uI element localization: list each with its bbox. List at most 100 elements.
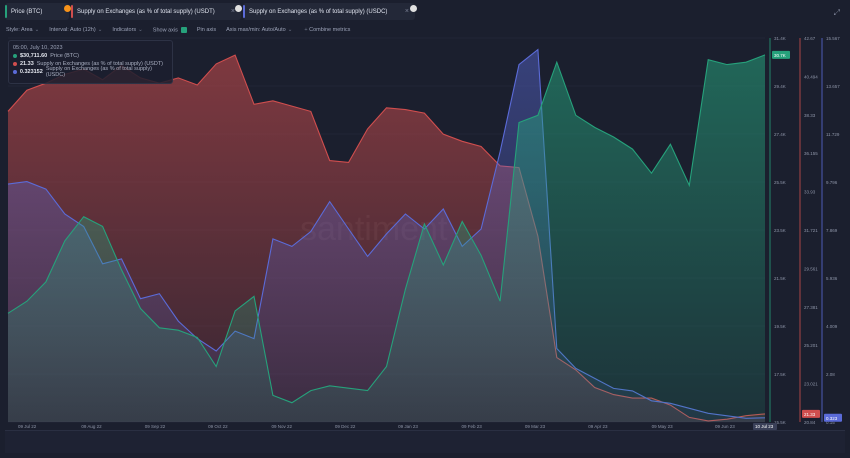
axis-tick-label: 9.796 bbox=[826, 180, 838, 185]
legend-date: 05:00, July 10, 2023 bbox=[13, 45, 63, 51]
current-value-label: 30.7K bbox=[774, 53, 786, 58]
style-label: Style: Area bbox=[6, 27, 33, 33]
x-tick-label: 09 Apr 23 bbox=[588, 424, 608, 429]
x-tick-label: 09 Sep 22 bbox=[145, 424, 166, 429]
axis-tick-label: 29.4K bbox=[774, 84, 786, 89]
x-tick-label: 09 Dec 22 bbox=[335, 424, 356, 429]
axis-tick-label: 31.4K bbox=[774, 36, 786, 41]
combine-metrics-button[interactable]: + Combine metrics bbox=[302, 27, 350, 33]
close-icon[interactable]: × bbox=[404, 8, 409, 15]
axis-tick-label: 2.08 bbox=[826, 372, 835, 377]
axis-tick-label: 21.5K bbox=[774, 276, 786, 281]
axis-tick-label: 15.5K bbox=[774, 420, 786, 425]
current-value-label: 0.323 bbox=[826, 416, 838, 421]
series-area bbox=[8, 49, 765, 422]
plus-icon: + bbox=[304, 27, 308, 33]
axis-tick-label: 13.657 bbox=[826, 84, 840, 89]
legend-value: 0.323152 bbox=[19, 69, 43, 75]
axis-tick-label: 42.67 bbox=[804, 36, 816, 41]
legend-value: 21.33 bbox=[20, 61, 34, 67]
tab-color-bar bbox=[71, 5, 73, 18]
indicators-select[interactable]: Indicators ⌄ bbox=[112, 27, 142, 33]
legend-value: $30,711.60 bbox=[20, 53, 48, 59]
chevron-down-icon: ⌄ bbox=[138, 27, 143, 33]
chart-toolbar: Style: Area ⌄ Interval: Auto (12h) ⌄ Indic… bbox=[0, 24, 850, 36]
axis-tick-label: 11.729 bbox=[826, 132, 840, 137]
axis-tick-label: 25.5K bbox=[774, 180, 786, 185]
legend-name: Price (BTC) bbox=[50, 53, 79, 59]
metric-tabs: Price (BTC) Supply on Exchanges (as % of… bbox=[0, 0, 850, 22]
current-value-label: 21.33 bbox=[804, 412, 816, 417]
btc-badge-icon bbox=[64, 5, 71, 12]
axis-tick-label: 31.721 bbox=[804, 228, 818, 233]
x-tick-label: 09 Oct 22 bbox=[208, 424, 228, 429]
axis-tick-label: 27.381 bbox=[804, 305, 818, 310]
x-tick-label: 09 Aug 22 bbox=[81, 424, 102, 429]
x-current-badge bbox=[753, 423, 777, 430]
legend-row-usdt: 21.33 Supply on Exchanges (as % of total… bbox=[13, 60, 168, 68]
combine-label: Combine metrics bbox=[309, 27, 351, 33]
style-select[interactable]: Style: Area ⌄ bbox=[6, 27, 39, 33]
checkbox-checked-icon[interactable] bbox=[180, 26, 187, 33]
interval-label: Interval: Auto (12h) bbox=[49, 27, 96, 33]
x-tick-label: 09 Mar 23 bbox=[525, 424, 546, 429]
current-value-badge bbox=[824, 413, 842, 422]
tab-label: Supply on Exchanges (as % of total suppl… bbox=[249, 8, 388, 15]
interval-select[interactable]: Interval: Auto (12h) ⌄ bbox=[49, 27, 102, 33]
axis-tick-label: 7.869 bbox=[826, 228, 838, 233]
x-tick-label: 09 Jun 23 bbox=[715, 424, 735, 429]
axis-tick-label: 29.561 bbox=[804, 266, 818, 271]
legend-name: Supply on Exchanges (as % of total suppl… bbox=[36, 61, 164, 67]
axis-tick-label: 20.84 bbox=[804, 420, 816, 425]
series-line bbox=[7, 54, 766, 404]
chevron-down-icon: ⌄ bbox=[34, 27, 40, 33]
axis-minmax-label: Axis max/min: Auto/Auto bbox=[226, 27, 286, 33]
series-area bbox=[8, 54, 765, 423]
axis-tick-label: 23.021 bbox=[804, 382, 818, 387]
show-axis-toggle[interactable]: Show axis bbox=[152, 26, 187, 34]
x-tick-label: 09 Jan 23 bbox=[398, 424, 418, 429]
expand-icon[interactable]: ⤢ bbox=[833, 8, 840, 17]
axis-tick-label: 33.93 bbox=[804, 190, 816, 195]
pin-axis-toggle[interactable]: Pin axis bbox=[197, 27, 216, 33]
tab-label: Supply on Exchanges (as % of total suppl… bbox=[77, 8, 215, 15]
tab-color-bar bbox=[243, 5, 245, 18]
x-current-label: 10 Jul 23 bbox=[755, 424, 774, 429]
axis-tick-label: 0.15 bbox=[826, 420, 835, 425]
axis-tick-label: 23.5K bbox=[774, 228, 786, 233]
axis-tick-label: 27.4K bbox=[774, 132, 786, 137]
tab-price-btc[interactable]: Price (BTC) bbox=[5, 3, 69, 20]
legend-row-btc: $30,711.60 Price (BTC) bbox=[13, 52, 168, 60]
legend-row-usdc: 0.323152 Supply on Exchanges (as % of to… bbox=[13, 66, 168, 78]
axis-tick-label: 15.567 bbox=[826, 36, 840, 41]
legend-swatch bbox=[13, 70, 17, 74]
axis-tick-label: 4.009 bbox=[826, 324, 838, 329]
current-value-badge bbox=[802, 409, 820, 418]
axis-tick-label: 36.155 bbox=[804, 151, 818, 156]
usdt-badge-icon bbox=[235, 5, 242, 12]
x-tick-label: 09 Feb 23 bbox=[462, 424, 483, 429]
tab-label: Price (BTC) bbox=[11, 8, 43, 15]
tab-color-bar bbox=[5, 5, 7, 18]
show-axis-label: Show axis bbox=[152, 27, 178, 34]
usdc-badge-icon bbox=[410, 5, 417, 12]
axis-tick-label: 40.494 bbox=[804, 74, 818, 79]
range-navigator[interactable] bbox=[5, 430, 845, 453]
tab-usdc-supply[interactable]: Supply on Exchanges (as % of total suppl… bbox=[243, 3, 415, 20]
chevron-down-icon: ⌄ bbox=[97, 27, 103, 33]
x-tick-label: 09 Jul 22 bbox=[18, 424, 37, 429]
close-icon[interactable]: × bbox=[230, 8, 235, 15]
x-tick-label: 09 Nov 22 bbox=[271, 424, 292, 429]
legend-swatch bbox=[13, 54, 17, 58]
chevron-down-icon: ⌄ bbox=[287, 27, 293, 33]
current-value-badge bbox=[772, 50, 790, 59]
legend-swatch bbox=[13, 62, 17, 66]
axis-minmax-select[interactable]: Axis max/min: Auto/Auto ⌄ bbox=[226, 27, 292, 33]
chart-legend: 05:00, July 10, 2023 $30,711.60 Price (B… bbox=[8, 40, 173, 84]
pin-axis-label: Pin axis bbox=[196, 27, 217, 33]
tab-usdt-supply[interactable]: Supply on Exchanges (as % of total suppl… bbox=[71, 3, 241, 20]
axis-tick-label: 25.201 bbox=[804, 343, 818, 348]
axis-tick-label: 19.5K bbox=[774, 324, 786, 329]
axis-tick-label: 5.936 bbox=[826, 276, 838, 281]
